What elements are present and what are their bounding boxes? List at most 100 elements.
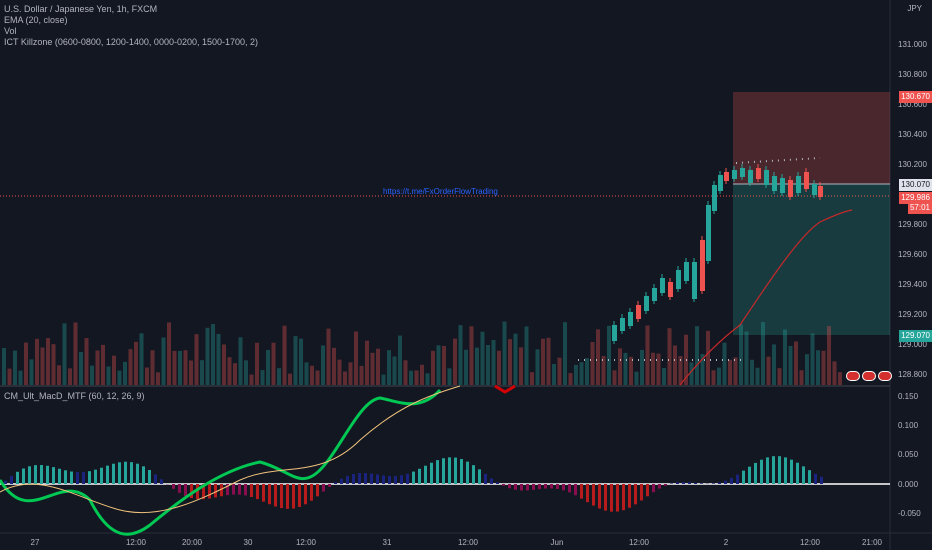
volume-bar (656, 353, 661, 385)
time-axis-label: 21:00 (862, 538, 883, 547)
macd-histogram-bar (478, 469, 481, 484)
macd-histogram-bar (346, 475, 349, 484)
macd-histogram-bar (802, 466, 805, 484)
macd-histogram-bar (814, 473, 817, 484)
macd-histogram-bar (262, 484, 265, 502)
time-axis-label: 12:00 (629, 538, 650, 547)
candle-body (660, 278, 665, 293)
volume-bar (348, 362, 353, 385)
time-axis-label: 12:00 (126, 538, 147, 547)
macd-histogram-bar (406, 473, 409, 484)
macd-histogram-bar (592, 484, 595, 506)
volume-bar (568, 373, 573, 385)
time-axis-label: 12:00 (800, 538, 821, 547)
macd-histogram-bar (616, 484, 619, 512)
volume-bar (634, 371, 639, 385)
macd-histogram-bar (304, 484, 307, 505)
volume-bar (508, 339, 512, 385)
macd-histogram-bar (10, 475, 13, 484)
macd-histogram-bar (310, 484, 313, 501)
candle-body (620, 318, 625, 331)
macd-histogram-bar (766, 457, 769, 484)
time-axis-label: 20:00 (182, 538, 203, 547)
volume-bar (117, 370, 122, 385)
macd-histogram-bar (382, 475, 385, 484)
volume-bar (827, 326, 831, 385)
volume-bar (755, 367, 760, 385)
candle-body (804, 172, 809, 189)
macd-histogram-bar (760, 459, 763, 484)
volume-bar (167, 322, 171, 385)
volume-bar (414, 370, 419, 385)
macd-legend[interactable]: CM_Ult_MacD_MTF (60, 12, 26, 9) (4, 391, 145, 401)
candle-body (764, 170, 769, 185)
macd-histogram-bar (178, 484, 181, 493)
legend-symbol[interactable]: U.S. Dollar / Japanese Yen, 1h, FXCM (4, 4, 158, 14)
macd-histogram-bar (286, 484, 289, 509)
volume-bar (552, 363, 556, 385)
flag-badge-icon[interactable] (862, 371, 876, 381)
candle-body (772, 176, 777, 191)
volume-bar (838, 372, 842, 385)
volume-bar (189, 360, 193, 385)
candle-body (700, 240, 705, 291)
macd-histogram-bar (172, 484, 175, 489)
macd-histogram-bar (376, 474, 379, 484)
macd-histogram-bar (808, 470, 811, 484)
macd-histogram-bar (736, 474, 739, 484)
macd-histogram-bar (466, 461, 469, 484)
volume-bar (722, 342, 727, 385)
macd-axis-label: 0.000 (898, 480, 919, 489)
macd-histogram-bar (34, 465, 37, 484)
volume-bar (750, 359, 754, 385)
price-axis-label: 129.800 (898, 220, 927, 229)
volume-bar (480, 331, 485, 385)
legend-ema[interactable]: EMA (20, close) (4, 15, 68, 25)
volume-bar (282, 325, 287, 385)
volume-bar (123, 361, 127, 385)
volume-bar (689, 362, 694, 385)
macd-histogram-bar (784, 457, 787, 484)
legend-vol[interactable]: Vol (4, 26, 17, 36)
volume-bar (447, 368, 452, 385)
volume-bar (222, 344, 226, 385)
price-axis-label: 129.400 (898, 280, 927, 289)
macd-histogram-bar (520, 484, 523, 491)
candle-body (692, 262, 697, 299)
volume-bar (541, 338, 545, 385)
candle-body (748, 170, 753, 183)
macd-histogram-bar (394, 475, 397, 484)
macd-histogram-bar (724, 480, 727, 484)
chart-url-text[interactable]: https://t.me/FxOrderFlowTrading (383, 187, 498, 196)
volume-bar (205, 327, 210, 385)
volume-bar (612, 370, 617, 385)
macd-histogram-bar (514, 484, 517, 490)
time-axis-label: 27 (31, 538, 40, 547)
volume-bar (354, 331, 358, 385)
volume-bar (524, 326, 529, 385)
flag-badge-icon[interactable] (878, 371, 892, 381)
volume-bar (211, 324, 215, 385)
price-axis-label: 130.200 (898, 160, 927, 169)
macd-histogram-bar (244, 484, 247, 496)
macd-histogram-bar (148, 470, 151, 484)
volume-bar (816, 350, 820, 385)
volume-bar (436, 345, 441, 385)
time-axis-label: Jun (551, 538, 564, 547)
macd-histogram-bar (442, 458, 445, 484)
macd-histogram-bar (610, 484, 613, 512)
candle-body (652, 288, 657, 301)
macd-histogram-bar (484, 473, 487, 484)
legend-killzone[interactable]: ICT Killzone (0600-0800, 1200-1400, 0000… (4, 37, 259, 47)
volume-bar (238, 337, 243, 385)
price-axis-label: 129.000 (898, 340, 927, 349)
flag-badge-icon[interactable] (846, 371, 860, 381)
macd-histogram-bar (820, 476, 823, 484)
price-axis-label: 130.800 (898, 70, 927, 79)
volume-bar (629, 356, 633, 385)
volume-bar (700, 353, 705, 385)
macd-histogram-bar (64, 470, 67, 484)
macd-histogram-bar (424, 465, 427, 484)
volume-bar (491, 340, 496, 385)
